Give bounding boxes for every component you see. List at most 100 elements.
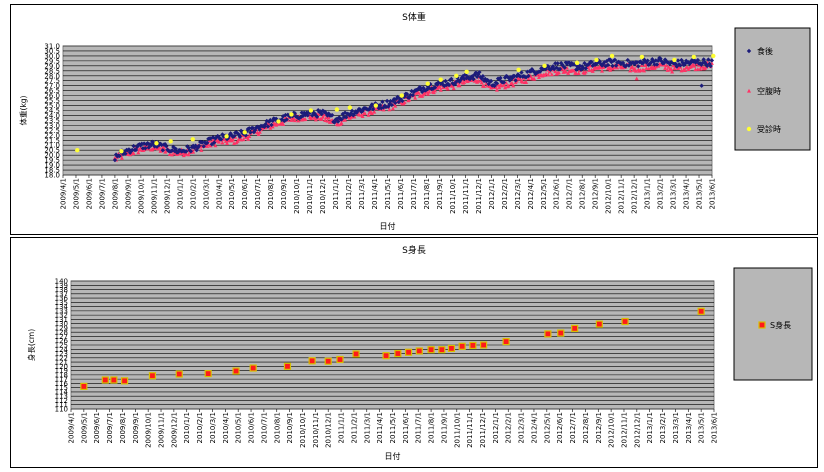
weight-after-meal-point — [284, 117, 289, 122]
weight-fasting-point — [191, 149, 196, 154]
x-tick-label-group: 2009/8/1 — [119, 412, 127, 443]
weight-after-meal-point — [599, 63, 605, 68]
weight-after-meal-point — [575, 64, 580, 69]
weight-fasting-point — [225, 141, 230, 146]
weight-visit-point — [347, 105, 353, 110]
x-tick-label: 2012/11/1 — [620, 412, 628, 448]
x-tick-label: 2010/4/1 — [215, 178, 223, 209]
weight-after-meal-point — [567, 60, 572, 65]
weight-fasting-point — [366, 112, 371, 117]
x-tick-label: 2013/1/1 — [646, 412, 654, 443]
weight-fasting-point — [184, 152, 189, 156]
weight-fasting-point — [323, 118, 328, 122]
weight-after-meal-point — [123, 151, 128, 156]
y-axis-label: 身長(cm) — [26, 329, 36, 361]
weight-fasting-point — [313, 117, 318, 122]
x-tick-label: 2010/12/1 — [325, 412, 333, 448]
x-tick-label: 2011/9/1 — [436, 178, 444, 209]
x-tick-label-group: 2011/2/1 — [345, 178, 353, 209]
weight-after-meal-point — [282, 118, 287, 124]
weight-after-meal-point — [610, 63, 615, 69]
weight-fasting-point — [608, 67, 613, 72]
weight-after-meal-point — [587, 61, 592, 66]
x-tick-label: 2011/1/1 — [338, 412, 346, 443]
weight-fasting-point — [352, 114, 357, 119]
x-tick-label: 2013/3/1 — [672, 412, 680, 443]
height-point — [404, 348, 413, 356]
weight-after-meal-point — [188, 149, 194, 154]
weight-after-meal-point — [667, 61, 673, 66]
weight-after-meal-point — [263, 121, 268, 127]
weight-fasting-point — [438, 87, 443, 92]
x-tick-label-group: 2012/1/1 — [488, 178, 496, 209]
weight-after-meal-point — [112, 157, 118, 163]
x-tick-label-group: 2010/7/1 — [260, 412, 268, 443]
weight-after-meal-point — [609, 59, 614, 65]
chart-title: S体重 — [402, 11, 426, 23]
height-point — [479, 341, 488, 349]
weight-after-meal-point — [700, 60, 705, 66]
y-tick-label: 115 — [55, 384, 68, 392]
x-tick-label-group: 2012/5/1 — [540, 178, 548, 209]
weight-fasting-point — [246, 136, 251, 141]
weight-after-meal-point — [533, 71, 538, 77]
weight-after-meal-point — [681, 62, 687, 68]
weight-fasting-point — [686, 67, 691, 71]
height-point — [571, 324, 579, 332]
x-tick-label-group: 2011/10/1 — [449, 178, 457, 214]
weight-fasting-point — [325, 118, 330, 123]
x-tick-label: 2009/7/1 — [98, 178, 106, 209]
weight-fasting-point — [186, 152, 191, 157]
x-tick-label-group: 2013/4/1 — [685, 412, 693, 443]
weight-after-meal-point — [581, 65, 586, 71]
height-chart-panel: S身長 110 111 112 113 114 115 116 117 118 119 120 121 1… — [10, 237, 818, 468]
x-tick-label: 2012/11/1 — [618, 178, 626, 214]
weight-after-meal-point — [625, 57, 630, 63]
legend-label: 受診時 — [757, 124, 781, 134]
y-tick-label: 23.0 — [44, 122, 60, 130]
x-tick-label: 2010/8/1 — [273, 412, 281, 443]
weight-fasting-point — [372, 109, 377, 114]
height-point — [427, 346, 435, 354]
weight-fasting-point — [563, 69, 568, 74]
y-tick-label: 125 — [55, 342, 68, 350]
x-tick-label: 2011/5/1 — [389, 412, 397, 443]
x-tick-label: 2011/7/1 — [415, 412, 423, 443]
y-tick-label: 26.0 — [44, 92, 60, 100]
weight-after-meal-point — [367, 106, 372, 112]
weight-after-meal-point — [577, 63, 583, 69]
weight-fasting-point — [270, 124, 275, 129]
height-point — [438, 346, 446, 354]
weight-fasting-point — [590, 69, 595, 73]
weight-after-meal-point — [613, 63, 619, 68]
x-tick-label: 2013/5/1 — [698, 412, 706, 443]
weight-fasting-point — [634, 76, 639, 81]
x-axis-label: 日付 — [385, 451, 401, 461]
weight-after-meal-point — [604, 58, 609, 64]
y-tick-label: 118 — [55, 371, 68, 379]
x-tick-label: 2013/2/1 — [657, 178, 665, 209]
weight-fasting-point — [369, 111, 374, 115]
weight-fasting-point — [670, 69, 675, 74]
weight-after-meal-point — [145, 140, 150, 146]
weight-fasting-point — [119, 155, 124, 160]
x-tick-label: 2010/7/1 — [260, 412, 268, 443]
weight-after-meal-point — [443, 78, 448, 84]
y-tick-label: 27.0 — [44, 82, 60, 90]
x-tick-label: 2012/8/1 — [579, 178, 587, 209]
weight-fasting-point — [433, 88, 438, 93]
x-tick-label-group: 2012/3/1 — [514, 178, 522, 209]
legend-label: S身長 — [770, 320, 791, 330]
x-tick-label-group: 2012/4/1 — [530, 412, 538, 443]
x-tick-label: 2012/7/1 — [569, 412, 577, 443]
weight-after-meal-point — [396, 99, 401, 105]
x-tick-label-group: 2010/11/1 — [306, 178, 314, 214]
y-tick-label: 23.5 — [44, 117, 60, 125]
x-tick-label-group: 2011/11/1 — [462, 178, 470, 214]
y-tick-label: 133 — [55, 307, 68, 315]
weight-fasting-point — [206, 142, 211, 147]
weight-after-meal-point — [160, 148, 166, 153]
x-tick-label: 2012/9/1 — [592, 178, 600, 209]
x-tick-label-group: 2011/2/1 — [350, 412, 358, 443]
weight-after-meal-point — [472, 72, 477, 77]
